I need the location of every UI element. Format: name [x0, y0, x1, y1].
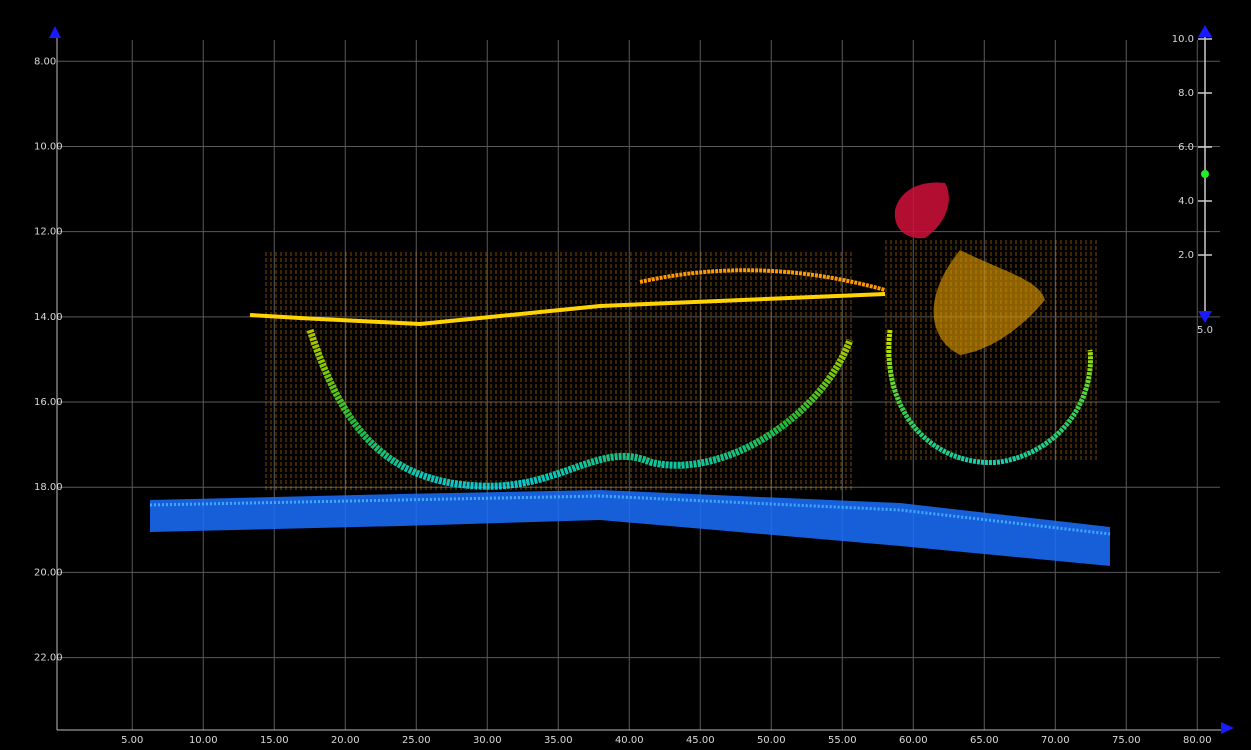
x-tick-label: 35.00 — [544, 735, 573, 746]
x-tick-label: 60.00 — [899, 735, 928, 746]
x-tick-label: 70.00 — [1041, 735, 1070, 746]
x-tick-label: 10.00 — [189, 735, 218, 746]
y-tick-label: 12.00 — [34, 227, 63, 238]
y-tick-label: 18.00 — [34, 482, 63, 493]
x-tick-label: 65.00 — [970, 735, 999, 746]
x-tick-label: 30.00 — [473, 735, 502, 746]
x-tick-label: 5.00 — [121, 735, 143, 746]
y-tick-label: 16.00 — [34, 397, 63, 408]
x-tick-label: 20.00 — [331, 735, 360, 746]
slider-value-label: 5.0 — [1197, 325, 1213, 336]
x-tick-label: 55.00 — [828, 735, 857, 746]
slider-tick-label: 8.0 — [1178, 88, 1194, 99]
y-tick-label: 10.00 — [34, 141, 63, 152]
y-tick-label: 8.00 — [34, 56, 56, 67]
x-tick-label: 15.00 — [260, 735, 289, 746]
x-tick-label: 25.00 — [402, 735, 431, 746]
x-axis-arrow — [1221, 722, 1234, 734]
slider-tick-label: 2.0 — [1178, 250, 1194, 261]
x-tick-label: 80.00 — [1183, 735, 1212, 746]
x-tick-label: 45.00 — [686, 735, 715, 746]
y-tick-label: 14.00 — [34, 312, 63, 323]
slider-max-arrow[interactable] — [1198, 25, 1212, 37]
y-tick-label: 22.00 — [34, 653, 63, 664]
x-tick-label: 75.00 — [1112, 735, 1141, 746]
y-axis-arrow — [49, 26, 61, 38]
point-streaks — [265, 250, 855, 490]
y-tick-label: 20.00 — [34, 567, 63, 578]
slider-tick-label: 4.0 — [1178, 196, 1194, 207]
point-cloud-view: 10.0 8.0 6.0 4.0 2.0 5.0 5.00 10.00 15.00 20.00 2… — [0, 0, 1251, 750]
slider-tick-label: 10.0 — [1172, 34, 1194, 45]
slider-tick-label: 6.0 — [1178, 142, 1194, 153]
top-points — [895, 182, 949, 238]
x-tick-label: 50.00 — [757, 735, 786, 746]
x-tick-label: 40.00 — [615, 735, 644, 746]
slider-handle[interactable] — [1201, 170, 1209, 178]
point-cloud — [150, 182, 1110, 566]
scale-slider[interactable]: 10.0 8.0 6.0 4.0 2.0 5.0 — [1172, 25, 1213, 336]
page: {"plot": { "xlim": [-0.3, 81.6], "ylim":… — [0, 0, 1251, 750]
